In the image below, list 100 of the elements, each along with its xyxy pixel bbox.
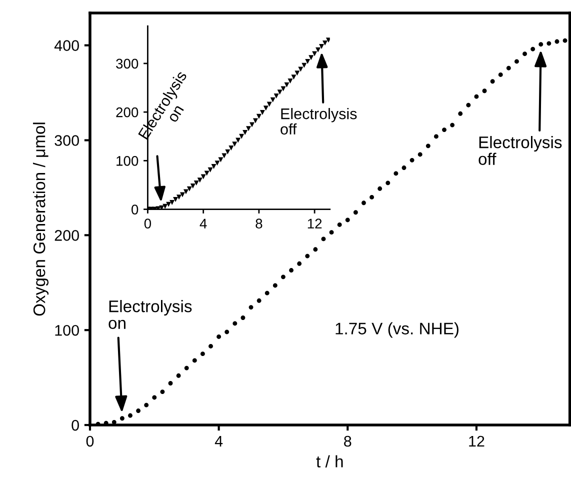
point xyxy=(186,186,192,192)
point xyxy=(240,316,246,320)
point xyxy=(263,106,268,111)
point xyxy=(298,66,304,72)
point xyxy=(394,171,398,176)
point xyxy=(183,189,188,194)
point xyxy=(216,334,222,339)
point xyxy=(281,274,286,280)
y-tick-label: 100 xyxy=(55,324,79,336)
point xyxy=(260,110,265,116)
point xyxy=(386,180,390,186)
point xyxy=(458,111,463,116)
point xyxy=(274,94,279,99)
x-axis-title: t / h xyxy=(316,455,343,468)
annotation: Electrolysis off xyxy=(478,136,562,165)
point xyxy=(256,114,262,119)
point xyxy=(308,55,314,60)
point xyxy=(316,47,321,52)
point xyxy=(136,408,141,413)
point xyxy=(474,94,479,99)
point xyxy=(322,40,328,46)
point xyxy=(211,164,216,170)
point xyxy=(256,298,262,303)
point xyxy=(546,41,552,46)
point xyxy=(272,283,278,288)
point xyxy=(280,86,286,92)
point xyxy=(176,194,182,200)
point xyxy=(197,178,202,183)
point xyxy=(353,210,358,215)
point xyxy=(466,102,471,108)
point xyxy=(194,180,199,186)
point xyxy=(222,153,227,158)
point xyxy=(284,82,290,88)
point xyxy=(225,149,230,154)
point xyxy=(204,170,210,176)
point xyxy=(442,128,446,132)
point xyxy=(329,230,334,235)
point xyxy=(170,200,175,205)
point xyxy=(160,390,165,394)
point xyxy=(228,146,234,151)
x-tick-label: 4 xyxy=(200,218,207,228)
point xyxy=(180,192,185,198)
point xyxy=(297,261,302,266)
point xyxy=(498,72,503,77)
point xyxy=(239,134,244,139)
point xyxy=(326,38,330,43)
point xyxy=(450,122,455,128)
point xyxy=(173,197,178,202)
point xyxy=(200,174,206,180)
point xyxy=(218,157,224,162)
point xyxy=(418,152,422,157)
point xyxy=(252,118,258,124)
point xyxy=(337,222,342,227)
annotation: 1.75 V (vs. NHE) xyxy=(336,322,458,338)
point xyxy=(289,268,294,273)
point xyxy=(530,46,536,52)
x-tick-label: 0 xyxy=(144,218,152,229)
point xyxy=(166,202,172,207)
point xyxy=(192,358,197,363)
point xyxy=(434,134,438,139)
point xyxy=(242,130,248,135)
point xyxy=(266,102,272,107)
point xyxy=(410,158,414,162)
point xyxy=(490,79,495,84)
point xyxy=(313,247,318,252)
point xyxy=(250,122,254,128)
point xyxy=(214,160,220,166)
point xyxy=(426,144,430,148)
point xyxy=(345,218,350,222)
x-tick-label: 0 xyxy=(86,436,94,447)
point xyxy=(291,74,296,80)
point xyxy=(190,183,196,188)
point xyxy=(378,186,382,191)
point xyxy=(288,78,293,84)
point xyxy=(208,344,213,348)
x-tick-label: 8 xyxy=(256,218,262,229)
x-tick-label: 12 xyxy=(308,218,322,228)
y-tick-label: 300 xyxy=(54,135,79,146)
point xyxy=(248,305,254,310)
point xyxy=(144,402,149,408)
point xyxy=(312,51,318,56)
point xyxy=(402,166,406,170)
point xyxy=(277,90,282,95)
point xyxy=(208,167,213,172)
point xyxy=(321,236,326,242)
point xyxy=(305,254,310,258)
point xyxy=(302,62,307,68)
y-axis-title: Oxygen Generation / μmol xyxy=(32,122,49,316)
point xyxy=(370,194,374,200)
point xyxy=(538,42,544,47)
point xyxy=(184,366,189,370)
point xyxy=(232,321,238,326)
point xyxy=(305,59,310,64)
y-tick-label: 100 xyxy=(116,156,138,166)
point xyxy=(270,97,276,102)
point xyxy=(522,52,527,56)
point xyxy=(168,381,173,386)
point xyxy=(514,59,519,64)
point xyxy=(554,39,560,44)
annotation: Electrolysis on xyxy=(108,300,192,329)
